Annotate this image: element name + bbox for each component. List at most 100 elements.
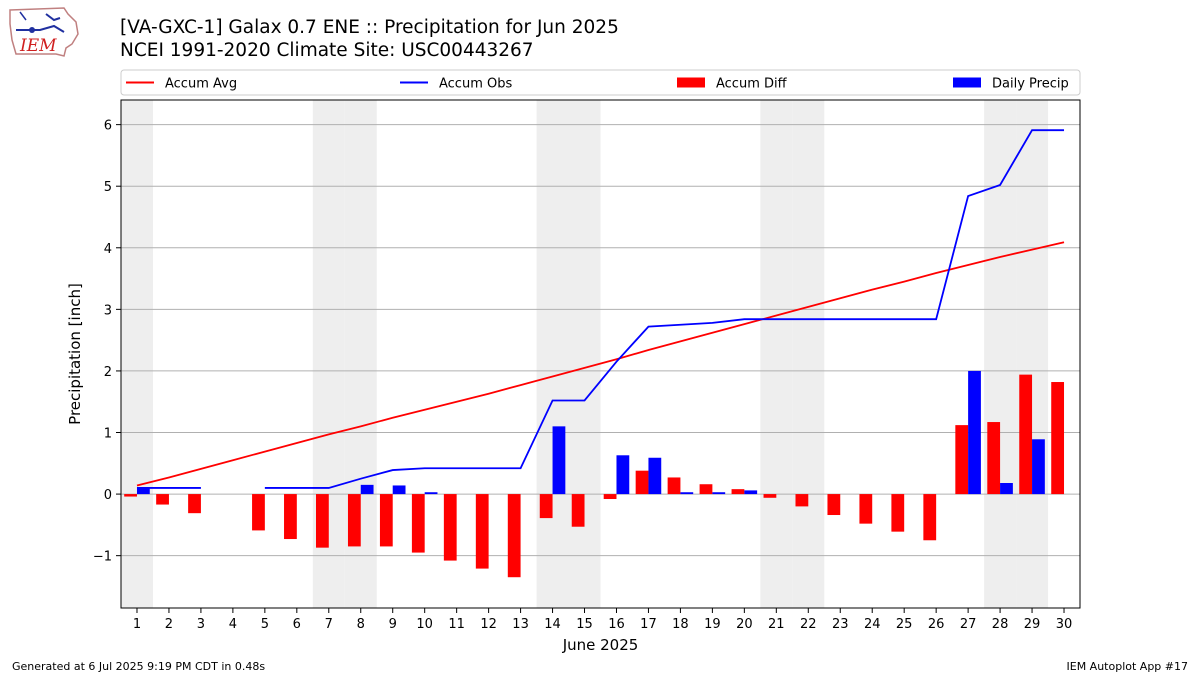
xtick-label: 11 [448,617,465,632]
xtick-label: 29 [1024,617,1041,632]
ytick-label: 0 [104,488,112,503]
legend-label: Daily Precip [992,77,1069,92]
accum-diff-bar [188,494,201,514]
weekend-shade-day-21 [760,100,793,608]
daily-precip-bar [552,426,566,495]
accum-diff-bar [859,494,873,524]
accum-diff-bar [699,484,713,495]
accum-diff-bar [347,494,361,547]
accum-diff-bar [252,494,265,531]
accum-diff-bar [827,494,841,516]
weekend-shade-day-29 [1016,100,1049,608]
xtick-label: 17 [640,617,657,632]
chart-subtitle: NCEI 1991-2020 Climate Site: USC00443267 [120,40,534,61]
xtick-label: 27 [960,617,977,632]
weekend-shade-day-15 [568,100,601,608]
legend-label: Accum Avg [165,77,237,92]
daily-precip-bar [1032,439,1045,495]
xtick-label: 5 [261,617,269,632]
daily-precip-bar [968,370,981,495]
accum-diff-bar [667,477,681,495]
lines [136,129,1065,489]
accum-diff-bar [763,494,777,498]
weekend-shade-day-22 [792,100,825,608]
accum-diff-bar [955,425,969,495]
plot-frame [120,99,1081,609]
ytick-label: 6 [104,119,112,134]
xtick-label: 2 [165,617,173,632]
xtick-label: 30 [1056,617,1073,632]
legend-label: Accum Obs [439,77,512,92]
logo-text: IEM [19,36,57,56]
daily-precip-bar [424,492,438,495]
xtick-label: 24 [864,617,881,632]
xtick-label: 23 [832,617,849,632]
accum-diff-bar [603,494,617,500]
accum-diff-bar [891,494,905,532]
xtick-label: 14 [544,617,561,632]
accum-diff-bar [156,494,169,505]
generated-timestamp: Generated at 6 Jul 2025 9:19 PM CDT in 0… [12,660,266,673]
daily-precip-bar [1000,483,1013,495]
accum-diff-bar [379,494,393,547]
xtick-label: 22 [800,617,817,632]
daily-precip-bar [744,490,758,495]
accum-diff-bar [923,494,937,541]
y-gridlines [121,124,1080,557]
legend-swatch-bar [677,77,705,88]
accum-diff-bar [507,494,521,578]
accum-diff-bar [539,494,553,519]
ytick-label: 3 [104,303,112,318]
xtick-label: 18 [672,617,689,632]
accum-diff-bar [795,494,809,507]
xtick-label: 16 [608,617,625,632]
weekend-shade-day-14 [536,100,569,608]
accum-diff-bar [315,494,329,548]
daily-precip-bar [648,457,662,495]
y-axis-label: Precipitation [inch] [66,283,84,425]
daily-precip-bar [680,492,694,495]
accum-diff-bar [443,494,457,561]
accum-avg-line [136,241,1065,487]
xtick-label: 28 [992,617,1009,632]
daily-precip-bar [360,484,374,495]
accum-diff-bar [284,494,297,540]
xtick-label: 1 [133,617,141,632]
weekend-shading [121,100,1049,608]
xtick-label: 3 [197,617,205,632]
xtick-label: 12 [480,617,497,632]
xtick-label: 13 [512,617,529,632]
app-id: IEM Autoplot App #17 [1066,660,1189,673]
ytick-label: 2 [104,365,112,380]
weekend-shade-day-1 [121,100,153,608]
xtick-label: 26 [928,617,945,632]
daily-precip-bar [392,485,406,495]
accum-diff-bar [1019,374,1033,495]
xtick-label: 4 [229,617,237,632]
accum-diff-bar [987,422,1001,495]
legend-swatch-bar [953,77,981,88]
xtick-label: 9 [389,617,397,632]
bars [124,370,1065,578]
legend-box [120,69,1081,96]
xtick-label: 20 [736,617,753,632]
accum-obs-line [264,129,1065,489]
chart-title: [VA-GXC-1] Galax 0.7 ENE :: Precipitatio… [120,17,619,38]
ytick-label: 5 [104,180,112,195]
xtick-label: 21 [768,617,785,632]
xtick-label: 19 [704,617,721,632]
legend: Accum Avg Accum Obs Accum Diff Daily Precip [120,69,1081,96]
legend-label: Accum Diff [716,77,788,92]
weekend-shade-day-28 [984,100,1017,608]
xtick-label: 10 [416,617,433,632]
accum-diff-bar [1051,382,1065,495]
x-axis-label: June 2025 [562,636,639,654]
accum-diff-bar [411,494,425,553]
daily-precip-bar [136,487,150,495]
daily-precip-bar [712,492,726,495]
accum-diff-bar [571,494,585,527]
ytick-label: −1 [93,550,112,565]
accum-diff-bar [635,470,649,495]
